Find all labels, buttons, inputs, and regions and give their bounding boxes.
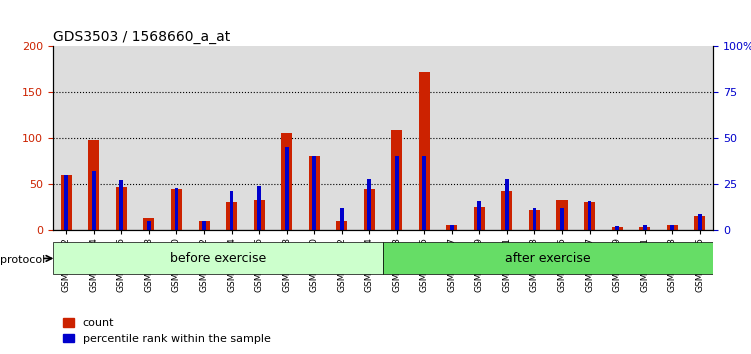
Bar: [659, 46, 686, 230]
Bar: [257, 186, 261, 230]
Bar: [438, 46, 466, 230]
Bar: [576, 46, 603, 230]
Bar: [529, 210, 540, 230]
Bar: [92, 171, 96, 230]
Bar: [532, 208, 536, 230]
Bar: [367, 178, 371, 230]
Bar: [273, 46, 300, 230]
Bar: [202, 221, 206, 230]
Bar: [300, 46, 328, 230]
Bar: [312, 156, 316, 230]
Bar: [520, 46, 548, 230]
Bar: [163, 46, 190, 230]
Bar: [587, 201, 592, 230]
Bar: [89, 140, 99, 230]
Bar: [639, 227, 650, 230]
Bar: [450, 224, 454, 230]
Bar: [143, 218, 155, 230]
Bar: [119, 181, 123, 230]
Bar: [615, 227, 619, 230]
Bar: [190, 46, 218, 230]
Bar: [474, 207, 485, 230]
Bar: [670, 224, 674, 230]
Bar: [355, 46, 383, 230]
Bar: [419, 72, 430, 230]
Bar: [198, 221, 210, 230]
Text: after exercise: after exercise: [505, 252, 591, 265]
Bar: [411, 46, 438, 230]
Bar: [328, 46, 355, 230]
Legend: count, percentile rank within the sample: count, percentile rank within the sample: [58, 314, 275, 348]
Bar: [611, 227, 623, 230]
Bar: [230, 192, 234, 230]
Bar: [395, 156, 399, 230]
Bar: [147, 221, 151, 230]
Bar: [174, 188, 179, 230]
FancyBboxPatch shape: [383, 242, 713, 274]
Bar: [226, 202, 237, 230]
Bar: [631, 46, 659, 230]
Bar: [391, 130, 403, 230]
Bar: [336, 221, 347, 230]
Bar: [502, 190, 512, 230]
Bar: [80, 46, 107, 230]
Bar: [339, 208, 344, 230]
Bar: [285, 147, 288, 230]
Bar: [61, 175, 72, 230]
Bar: [254, 200, 264, 230]
Bar: [686, 46, 713, 230]
Bar: [603, 46, 631, 230]
Bar: [478, 201, 481, 230]
Text: protocol: protocol: [0, 255, 45, 265]
Bar: [309, 156, 320, 230]
Bar: [446, 225, 457, 230]
Bar: [667, 225, 677, 230]
Bar: [694, 216, 705, 230]
Bar: [584, 202, 595, 230]
Bar: [171, 189, 182, 230]
Bar: [116, 187, 127, 230]
Text: before exercise: before exercise: [170, 252, 266, 265]
Bar: [246, 46, 273, 230]
Bar: [422, 156, 427, 230]
Bar: [698, 213, 701, 230]
Bar: [135, 46, 163, 230]
Bar: [556, 200, 568, 230]
FancyBboxPatch shape: [53, 242, 383, 274]
Bar: [53, 46, 80, 230]
Bar: [363, 189, 375, 230]
Bar: [548, 46, 576, 230]
Text: GDS3503 / 1568660_a_at: GDS3503 / 1568660_a_at: [53, 30, 230, 44]
Bar: [281, 133, 292, 230]
Bar: [218, 46, 246, 230]
Bar: [383, 46, 411, 230]
Bar: [493, 46, 520, 230]
Bar: [65, 175, 68, 230]
Bar: [505, 178, 509, 230]
Bar: [107, 46, 135, 230]
Bar: [466, 46, 493, 230]
Bar: [560, 208, 564, 230]
Bar: [643, 224, 647, 230]
